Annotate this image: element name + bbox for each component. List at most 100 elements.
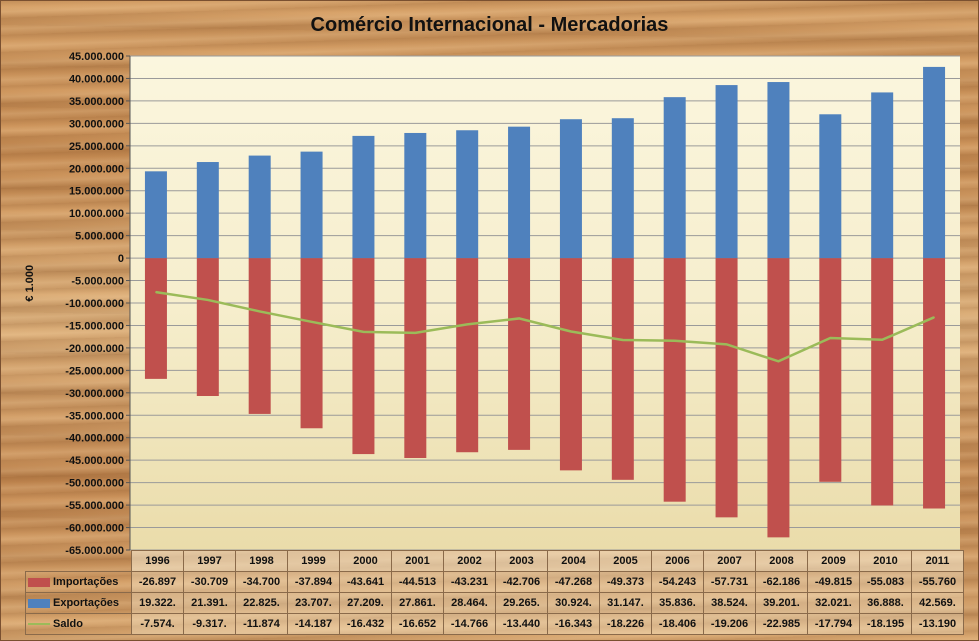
point-saldo-2001 [414, 332, 417, 334]
bar-exportacoes-2007 [715, 85, 738, 259]
y-tick-label: -5.000.000 [71, 276, 124, 288]
x-tick-label: 2006 [651, 550, 704, 572]
y-tick-label: 45.000.000 [69, 51, 124, 63]
table-cell: 22.825. [235, 592, 288, 614]
bar-exportacoes-1997 [196, 162, 219, 259]
point-saldo-2011 [933, 316, 935, 319]
table-cell: 31.147. [599, 592, 652, 614]
table-cell: 39.201. [755, 592, 808, 614]
x-tick-label: 1998 [235, 550, 288, 572]
table-cell: -26.897 [131, 571, 184, 593]
y-tick-label: -15.000.000 [65, 320, 124, 332]
table-cell: 27.209. [339, 592, 392, 614]
table-cell: 23.707. [287, 592, 340, 614]
table-cell: 21.391. [183, 592, 236, 614]
table-row: Importações -26.897 -30.709 -34.700 -37.894-… [25, 571, 964, 593]
bar-exportacoes-2006 [663, 97, 686, 259]
y-tick-label: 40.000.000 [69, 73, 124, 85]
chart-title: Comércio Internacional - Mercadorias [310, 14, 669, 36]
table-cell: -16.343 [547, 613, 600, 635]
bar-exportacoes-2005 [611, 118, 634, 259]
table-cell: -37.894 [287, 571, 340, 593]
table-cell: 32.021. [807, 592, 860, 614]
x-tick-label: 2005 [599, 550, 652, 572]
x-tick-label: 2011 [911, 550, 964, 572]
table-cell: -62.186 [755, 571, 808, 593]
table-cell: 27.861. [391, 592, 444, 614]
point-saldo-2005 [622, 339, 624, 341]
y-tick-label: 0 [118, 253, 124, 265]
bar-importacoes-1999 [300, 258, 323, 429]
table-cell: -16.652 [391, 613, 444, 635]
table-cell: -13.190 [911, 613, 964, 635]
table-row: Exportações 19.322. 21.391. 22.825. 23.707. 2… [25, 592, 964, 614]
bar-exportacoes-2010 [871, 92, 894, 259]
y-tick-label: 35.000.000 [69, 96, 124, 108]
y-tick-label: -10.000.000 [65, 298, 124, 310]
point-saldo-1998 [258, 310, 261, 313]
table-cell: -55.760 [911, 571, 964, 593]
x-tick-label: 2000 [339, 550, 392, 572]
x-tick-label: 1999 [287, 550, 340, 572]
bar-importacoes-2008 [767, 258, 790, 538]
point-saldo-2000 [362, 331, 365, 333]
bar-importacoes-2002 [456, 258, 479, 453]
y-tick-label: 15.000.000 [69, 186, 124, 198]
bar-importacoes-2006 [663, 258, 686, 502]
table-cell: -18.226 [599, 613, 652, 635]
x-tick-label: 2010 [859, 550, 912, 572]
point-saldo-2002 [466, 323, 468, 326]
point-saldo-1997 [207, 299, 209, 301]
bar-importacoes-2003 [508, 258, 531, 450]
y-tick-label: -40.000.000 [65, 433, 124, 445]
bar-importacoes-2005 [611, 258, 634, 480]
table-cell: -57.731 [703, 571, 756, 593]
table-cell: -13.440 [495, 613, 548, 635]
table-cell: -19.206 [703, 613, 756, 635]
bar-exportacoes-2002 [456, 130, 479, 259]
table-cell: -7.574. [131, 613, 184, 635]
table-cell: 19.322. [131, 592, 184, 614]
legend-entry: Importações [25, 571, 132, 593]
x-tick-label: 2008 [755, 550, 808, 572]
bar-exportacoes-2000 [352, 135, 375, 259]
point-saldo-1996 [155, 291, 157, 293]
y-tick-label: 20.000.000 [69, 163, 124, 175]
table-cell: 28.464. [443, 592, 496, 614]
table-cell: -11.874 [235, 613, 288, 635]
y-tick-label: -25.000.000 [65, 365, 124, 377]
x-tick-label: 2002 [443, 550, 496, 572]
y-tick-label: -45.000.000 [65, 455, 124, 467]
x-tick-label: 2007 [703, 550, 756, 572]
table-cell: -14.187 [287, 613, 340, 635]
bar-importacoes-2007 [715, 258, 738, 518]
table-cell: -54.243 [651, 571, 704, 593]
y-tick-label: -35.000.000 [65, 410, 124, 422]
y-tick-label: -30.000.000 [65, 388, 124, 400]
point-saldo-2008 [777, 360, 780, 363]
table-cell: 36.888. [859, 592, 912, 614]
table-corner [25, 550, 132, 572]
table-cell: -18.195 [859, 613, 912, 635]
bar-exportacoes-2009 [819, 114, 842, 259]
table-cell: 42.569. [911, 592, 964, 614]
y-tick-label: -50.000.000 [65, 478, 124, 490]
table-cell: -49.815 [807, 571, 860, 593]
point-saldo-2006 [673, 339, 676, 342]
table-cell: -42.706 [495, 571, 548, 593]
y-tick-label: -55.000.000 [65, 500, 124, 512]
table-cell: -18.406 [651, 613, 704, 635]
table-cell: -49.373 [599, 571, 652, 593]
table-cell: -55.083 [859, 571, 912, 593]
legend-label: Importações [53, 576, 119, 588]
x-tick-label: 2001 [391, 550, 444, 572]
table-cell: -9.317. [183, 613, 236, 635]
point-saldo-2004 [570, 330, 572, 333]
line-saldo [155, 290, 935, 363]
bar-importacoes-2011 [923, 258, 946, 509]
x-tick-label: 2004 [547, 550, 600, 572]
bar-importacoes-1996 [144, 258, 167, 379]
table-cell: -22.985 [755, 613, 808, 635]
table-cell: 35.836. [651, 592, 704, 614]
y-tick-label: -60.000.000 [65, 523, 124, 535]
